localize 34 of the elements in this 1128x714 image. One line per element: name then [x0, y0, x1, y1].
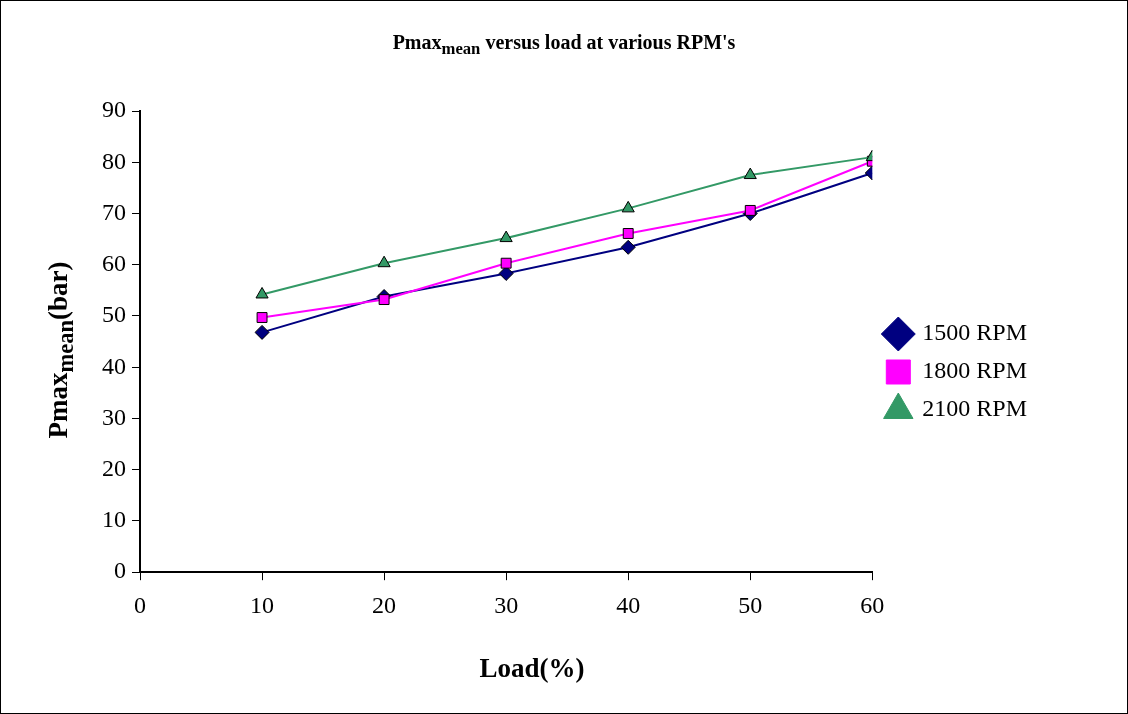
x-tick-label: 50 [738, 591, 763, 618]
legend-label: 2100 RPM [922, 395, 1028, 422]
point [621, 200, 635, 213]
y-tick-label: 40 [102, 352, 126, 379]
y-tick-label: 70 [102, 198, 126, 225]
x-tick-label: 30 [494, 591, 519, 618]
point [499, 230, 513, 243]
point [377, 255, 391, 268]
x-tick-label: 60 [860, 591, 885, 618]
legend-label: 1500 RPM [922, 319, 1028, 346]
x-tick-label: 10 [250, 591, 275, 618]
point [622, 228, 634, 239]
x-tick-label: 20 [372, 591, 397, 618]
y-tick-label: 60 [102, 250, 126, 277]
point [256, 312, 268, 323]
chart-title: Pmax$_{mean}$ versus load at various RPM's [391, 31, 737, 59]
y-tick-label: 30 [102, 403, 126, 430]
y-tick-label: 90 [102, 96, 126, 123]
x-axis-title: Load(%) [478, 653, 586, 684]
x-tick-label: 40 [616, 591, 641, 618]
point [500, 257, 512, 269]
point [255, 286, 269, 299]
y-tick-label: 10 [102, 506, 126, 533]
y-tick-label: 50 [102, 301, 126, 328]
y-tick-label: 20 [102, 455, 126, 482]
y-tick-label: 0 [114, 557, 126, 584]
point [620, 239, 636, 255]
point [254, 324, 270, 340]
y-tick-label: 80 [102, 147, 126, 174]
point [378, 294, 390, 306]
legend-label: 1800 RPM [922, 357, 1028, 384]
point [744, 204, 756, 216]
point [743, 167, 757, 180]
x-tick-label: 0 [134, 591, 146, 618]
